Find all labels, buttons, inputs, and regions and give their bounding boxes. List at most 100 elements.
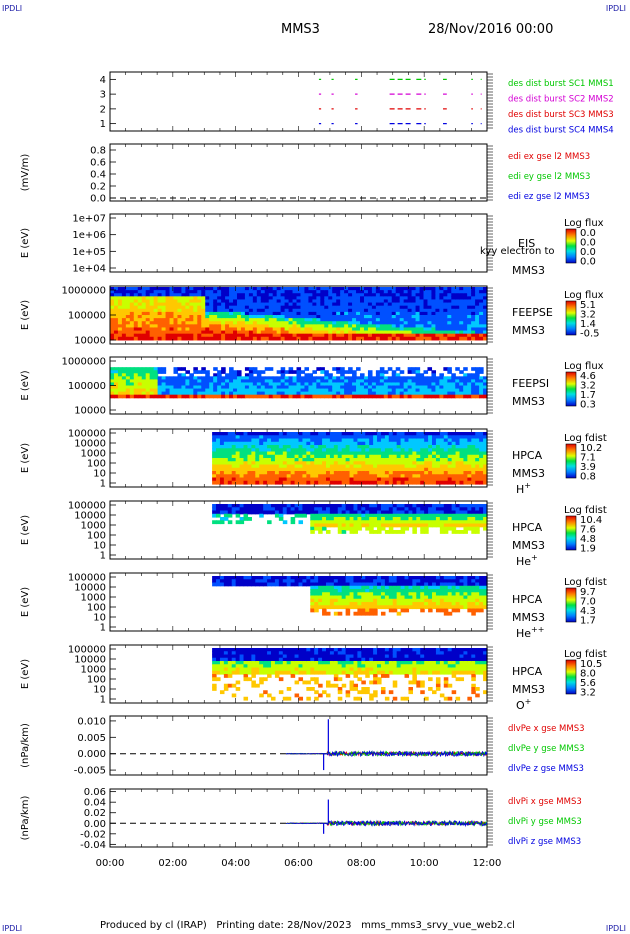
spectrogram-cell [363, 287, 369, 291]
spectrogram-cell [117, 336, 123, 341]
colorbar-tick-label: 5.1 [580, 300, 596, 311]
spectrogram-cell [419, 290, 425, 294]
spectrogram-cell [392, 520, 398, 525]
spectrogram-cell [213, 382, 218, 387]
spectrogram-cell [361, 461, 366, 466]
spectrogram-cell [240, 376, 246, 380]
spectrogram-cell [300, 391, 306, 396]
spectrogram-cell [302, 445, 307, 449]
spectrogram-cell [361, 464, 366, 469]
spectrogram-cell [345, 605, 351, 610]
spectrogram-cell [459, 385, 464, 390]
spectrogram-cell [292, 376, 298, 380]
spectrogram-cell [149, 367, 155, 371]
spectrogram-cell [379, 333, 385, 338]
spectrogram-cell [216, 432, 221, 436]
spectrogram-cell [310, 461, 315, 466]
spectrogram-cell [344, 324, 349, 329]
spectrogram-cell [459, 432, 465, 436]
spectrogram-cell [384, 589, 390, 593]
spectrogram-cell [365, 507, 370, 512]
spectrogram-cell [213, 305, 218, 310]
spectrogram-cell [479, 391, 484, 396]
spectrogram-cell [348, 287, 353, 291]
spectrogram-cell [209, 391, 214, 396]
spectrogram-cell [276, 376, 282, 380]
spectrogram-cell [322, 611, 327, 616]
spectrogram-cell [280, 308, 286, 313]
spectrogram-cell [447, 385, 452, 390]
spectrogram-cell [340, 330, 345, 335]
spectrogram-cell [403, 290, 409, 294]
spectrogram-cell [288, 296, 294, 301]
spectrogram-cell [377, 605, 382, 610]
spectrogram-cell [268, 287, 274, 291]
spectrogram-cell [451, 464, 457, 469]
spectrogram-cell [316, 318, 321, 322]
spectrogram-cell [419, 293, 425, 297]
spectrogram-cell [185, 394, 190, 399]
spectrogram-cell [361, 576, 366, 580]
spectrogram-cell [407, 324, 413, 329]
spectrogram-cell [463, 451, 468, 456]
spectrogram-cell [255, 445, 260, 449]
spectrogram-cell [357, 611, 362, 616]
spectrogram-cell [432, 510, 437, 515]
spectrogram-cell [304, 367, 310, 371]
spectrogram-cell [391, 315, 397, 319]
spectrogram-cell [223, 445, 229, 449]
spectrogram-cell [117, 308, 123, 313]
spectrogram-cell [221, 321, 226, 325]
spectrogram-cell [416, 448, 421, 453]
spectrogram-cell [193, 336, 198, 341]
spectrogram-cell [447, 321, 452, 325]
spectrogram-cell [284, 311, 290, 316]
spectrogram-cell [483, 394, 488, 399]
spectrogram-cell [391, 318, 397, 322]
spectrogram-cell [412, 467, 417, 472]
spectrogram-cell [229, 370, 234, 374]
spectrogram-cell [463, 520, 468, 525]
spectrogram-cell [341, 432, 347, 436]
spectrogram-cell [177, 376, 183, 380]
spectrogram-cell [344, 336, 349, 341]
spectrogram-cell [325, 598, 331, 603]
spectrogram-cell [375, 388, 381, 393]
spectrogram-cell [365, 517, 370, 521]
spectrogram-cell [129, 370, 135, 374]
spectrogram-cell [443, 321, 448, 325]
spectrogram-cell [475, 311, 480, 316]
spectrogram-cell [416, 477, 421, 482]
spectrogram-cell [217, 308, 222, 313]
spectrogram-cell [133, 376, 139, 380]
spectrogram-cell [278, 582, 284, 587]
spectrogram-cell [282, 467, 288, 472]
spectrogram-cell [435, 299, 440, 304]
spectrogram-cell [235, 454, 241, 459]
spectrogram-cell [271, 582, 276, 587]
spectrogram-cell [290, 461, 296, 466]
spectrogram-cell [388, 458, 394, 462]
spectrogram-cell [231, 504, 237, 508]
spectrogram-cell [260, 296, 266, 301]
spectrogram-cell [435, 471, 441, 475]
spectrogram-cell [129, 382, 135, 387]
spectrogram-cell [322, 441, 327, 446]
spectrogram-cell [360, 336, 365, 341]
spectrogram-cell [340, 382, 345, 387]
spectrogram-cell [268, 376, 274, 380]
spectrogram-cell [388, 608, 394, 613]
spectrogram-cell [377, 467, 382, 472]
spectrogram-cell [407, 394, 413, 399]
spectrogram-cell [419, 333, 425, 338]
spectrogram-cell [352, 287, 357, 291]
spectrogram-cell [290, 458, 296, 462]
spectrogram-cell [329, 589, 335, 593]
spectrogram-cell [239, 438, 245, 443]
spectrogram-cell [392, 517, 398, 521]
spectrogram-cell [294, 451, 300, 456]
spectrogram-cell [177, 296, 183, 301]
colorbar [565, 371, 577, 407]
spectrogram-cell [264, 308, 270, 313]
spectrogram-cell [361, 471, 366, 475]
